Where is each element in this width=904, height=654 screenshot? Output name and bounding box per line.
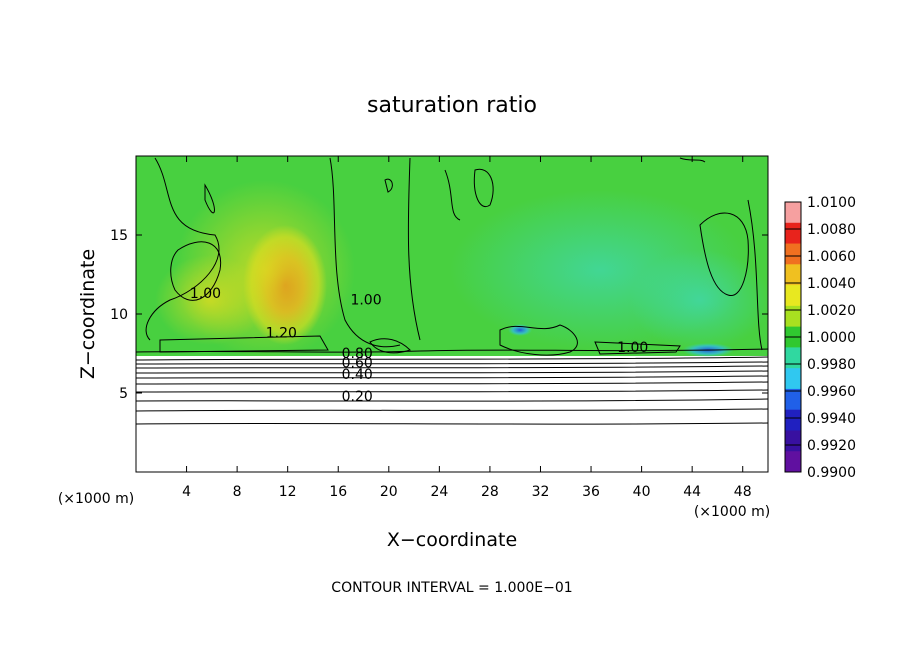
contour-line: [136, 365, 768, 369]
footer-contour-interval: CONTOUR INTERVAL = 1.000E−01: [331, 580, 572, 596]
x-tick-label: 32: [532, 484, 550, 500]
colorbar-tick-label: 1.0060: [807, 249, 856, 265]
contour-line: [136, 370, 768, 374]
colorbar-swatch: [785, 222, 801, 245]
chart-title: saturation ratio: [367, 93, 537, 118]
colorbar-tick-label: 0.9940: [807, 411, 856, 427]
colorbar: 1.0100 1.0080 1.0060 1.0040 1.0020 1.0000 0.99…: [784, 195, 856, 481]
contour-line: [594, 341, 681, 355]
colorbar-tick-label: 1.0080: [807, 222, 856, 238]
contour-line: [136, 381, 768, 385]
colorbar-swatch: [785, 409, 801, 431]
contour-line: [136, 389, 768, 393]
contour-line: [473, 168, 494, 208]
colorbar-swatch: [785, 285, 801, 307]
contour-line: [499, 324, 578, 356]
colorbar-tick-label: 1.0000: [807, 330, 856, 346]
colorbar-tick-label: 1.0020: [807, 303, 856, 319]
contour-label: 1.20: [266, 326, 297, 342]
y-axis-ticks: 5 10 15: [110, 228, 768, 402]
y-tick-label: 10: [110, 307, 128, 323]
contour-line: [170, 241, 222, 301]
x-tick-label: 20: [380, 484, 398, 500]
x-tick-label: 40: [633, 484, 651, 500]
colorbar-swatch: [785, 430, 801, 452]
x-tick-label: 8: [233, 484, 242, 500]
contour-label: 1.00: [190, 286, 221, 302]
contour-line: [159, 335, 329, 353]
heatmap-cold-spot-2: [508, 324, 532, 336]
contour-label: 0.80: [342, 346, 373, 362]
colorbar-swatch: [785, 264, 801, 286]
contour-line: [329, 157, 401, 348]
contour-label: 0.40: [342, 367, 373, 383]
y-tick-label: 15: [110, 228, 128, 244]
x-axis-ticks: 4 8 12 16 20 24 28 32 36 40 44 48: [182, 156, 752, 500]
contour-line: [369, 338, 411, 354]
contour-label: 1.00: [617, 340, 648, 356]
colorbar-swatch: [785, 305, 801, 328]
heatmap-field: [136, 156, 768, 472]
contour-line: [747, 199, 763, 351]
heatmap-cool-region-2: [630, 250, 768, 350]
x-tick-label: 44: [683, 484, 701, 500]
contour-line: [145, 157, 220, 341]
contour-line: [384, 178, 393, 193]
colorbar-tick-label: 1.0100: [807, 195, 856, 211]
contour-line: [699, 212, 749, 296]
x-axis-unit-left: (×1000 m): [58, 491, 134, 507]
contour-line: [407, 157, 421, 341]
colorbar-tick-label: 0.9980: [807, 357, 856, 373]
contour-line: [444, 169, 461, 221]
y-axis-label: Z−coordinate: [77, 249, 99, 379]
colorbar-tick-label: 0.9960: [807, 384, 856, 400]
contour-lines: [136, 157, 768, 425]
contour-line: [136, 408, 768, 412]
x-tick-label: 48: [734, 484, 752, 500]
colorbar-tick-label: 0.9920: [807, 438, 856, 454]
contour-line: [136, 375, 768, 379]
x-tick-label: 24: [430, 484, 448, 500]
colorbar-tick-label: 1.0040: [807, 276, 856, 292]
colorbar-swatch: [785, 243, 801, 265]
colorbar-swatch: [785, 347, 801, 369]
colorbar-swatch: [785, 388, 801, 411]
x-axis-unit-right: (×1000 m): [694, 504, 770, 520]
x-tick-label: 12: [279, 484, 297, 500]
heatmap-warm-halo-2: [155, 255, 265, 345]
contour-label: 0.60: [342, 356, 373, 372]
contour-label: 0.20: [342, 389, 373, 405]
colorbar-swatch: [785, 202, 801, 224]
x-tick-label: 4: [182, 484, 191, 500]
contour-line: [679, 157, 706, 163]
y-tick-label: 5: [119, 386, 128, 402]
contour-line: [136, 356, 768, 361]
x-tick-label: 28: [481, 484, 499, 500]
colorbar-tick-label: 0.9900: [807, 465, 856, 481]
x-tick-label: 16: [329, 484, 347, 500]
contour-label: 1.00: [350, 293, 381, 309]
x-axis-label: X−coordinate: [387, 529, 517, 551]
colorbar-swatch: [785, 451, 801, 473]
colorbar-swatch: [785, 368, 801, 390]
contour-line: [204, 183, 215, 214]
heatmap-lower-layer: [136, 356, 768, 472]
x-tick-label: 36: [582, 484, 600, 500]
contour-line: [136, 361, 768, 365]
contour-labels: 1.00 1.20 1.00 1.00 0.800.600.40 0.20: [190, 286, 648, 405]
contour-line: [136, 398, 768, 402]
contour-line: [136, 422, 768, 425]
